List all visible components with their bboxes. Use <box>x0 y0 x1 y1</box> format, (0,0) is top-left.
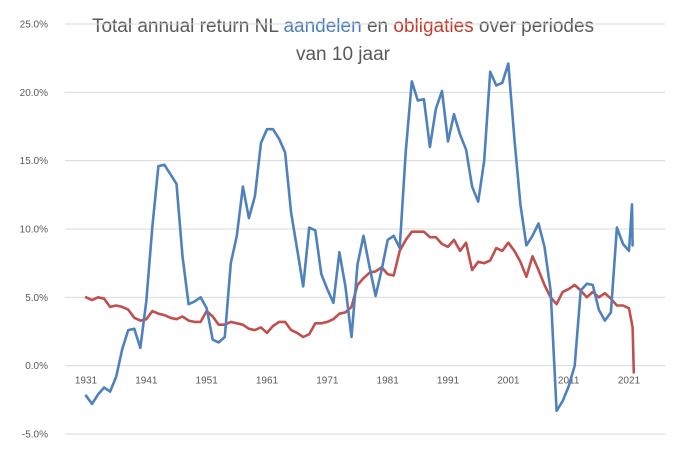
legend-label-aandelen: aandelen <box>283 16 362 37</box>
y-tick-label: -5.0% <box>22 430 48 441</box>
y-tick-label: 15.0% <box>20 156 48 167</box>
x-tick-label: 1941 <box>135 376 158 387</box>
y-tick-label: 10.0% <box>20 225 48 236</box>
x-tick-label: 1971 <box>316 376 339 387</box>
x-tick-label: 1951 <box>196 376 219 387</box>
x-tick-label: 1981 <box>377 376 400 387</box>
x-tick-label: 1991 <box>437 376 460 387</box>
x-tick-label: 1931 <box>75 376 98 387</box>
chart-title-part3: over periodes <box>473 16 595 37</box>
chart-title-line2: van 10 jaar <box>295 44 390 65</box>
y-tick-label: 25.0% <box>20 20 48 31</box>
y-tick-label: 5.0% <box>25 293 48 304</box>
series-line-obligaties <box>84 230 636 374</box>
y-tick-label: 20.0% <box>20 88 48 99</box>
x-tick-label: 2021 <box>618 376 641 387</box>
legend-label-obligaties: obligaties <box>393 16 474 37</box>
chart-title-part1: Total annual return NL <box>91 16 284 37</box>
series-line-aandelen <box>84 62 634 413</box>
x-tick-label: 2001 <box>497 376 520 387</box>
chart-title-part2: en <box>361 16 394 37</box>
y-tick-label: 0.0% <box>25 361 48 372</box>
x-tick-label: 1961 <box>256 376 279 387</box>
chart-title-line1: Total annual return NL aandelen en oblig… <box>0 16 686 38</box>
